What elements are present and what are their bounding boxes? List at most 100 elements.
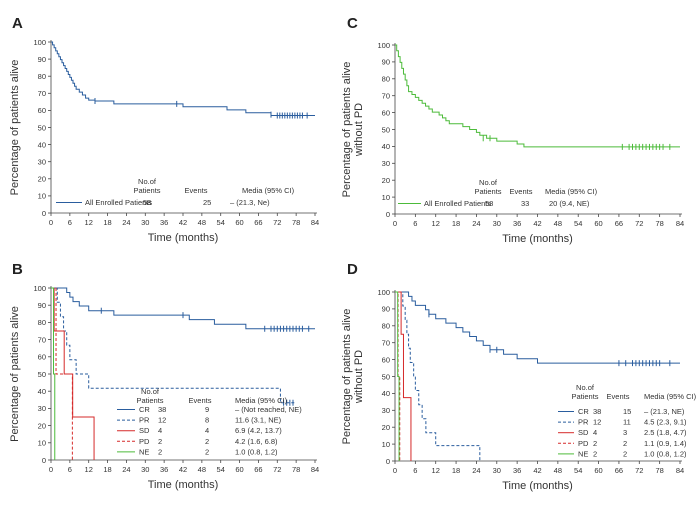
panel-a-x-tick-label: 0 [49,218,53,227]
panel-b-x-tick-label: 30 [141,465,149,474]
panel-a-x-tick-label: 78 [292,218,300,227]
panel-a-legend-name: All Enrolled Patients [85,198,152,207]
panel-d-y-tick-label: 70 [382,339,390,348]
panel-b-x-tick-label: 18 [103,465,111,474]
panel-b-y-tick-label: 20 [38,421,46,430]
panel-c-legend-header-patients: No.of Patients [474,178,501,196]
panel-b-legend-events: 2 [205,447,209,456]
panel-d-legend-events: 11 [623,418,631,427]
panel-d-label: D [347,261,358,278]
panel-d-x-tick-label: 54 [574,466,582,475]
panel-a-x-tick-label: 36 [160,218,168,227]
panel-b-legend-name: CR [139,405,150,414]
panel-a-x-tick-label: 72 [273,218,281,227]
panel-a-x-tick-label: 30 [141,218,149,227]
panel-d-legend-n: 2 [593,439,597,448]
panel-d-legend-n: 38 [593,407,601,416]
panel-c-x-tick-label: 42 [533,219,541,228]
panel-b-x-axis-title: Time (months) [148,479,219,491]
panel-b-x-tick-label: 12 [85,465,93,474]
panel-c-legend-header-median: Media (95% CI) [545,187,598,196]
panel-a-x-tick-label: 54 [217,218,225,227]
panel-d-x-tick-label: 72 [635,466,643,475]
panel-d-y-tick-label: 100 [377,288,390,297]
panel-b-legend-name: PR [139,416,150,425]
panel-d-legend-name: PD [578,439,589,448]
panel-b-legend-median: 4.2 (1.6, 6.8) [235,437,278,446]
panel-c-y-tick-label: 20 [382,176,390,185]
panel-d-x-tick-label: 36 [513,466,521,475]
panel-d-series-cr-line [395,291,680,364]
panel-d-legend-events: 3 [623,428,627,437]
panel-c-series-all-enrolled-patients-line [395,44,680,148]
panel-b-legend-events: 2 [205,437,209,446]
panel-b-y-tick-label: 10 [38,439,46,448]
panel-d-y-tick-label: 0 [386,457,390,466]
panel-a-x-tick-label: 24 [122,218,130,227]
panel-c-y-axis-title: Percentage of patients alivewithout PD [341,62,365,198]
panel-b-legend-n: 12 [158,416,166,425]
panel-b-x-tick-label: 84 [311,465,319,474]
panel-c-y-tick-label: 80 [382,75,390,84]
panel-d-legend-name: SD [578,428,589,437]
panel-c-legend-name: All Enrolled Patients [424,199,491,208]
panel-d-legend-n: 2 [593,449,597,458]
panel-a-legend-median: – (21.3, Ne) [230,198,270,207]
panel-a-x-tick-label: 18 [103,218,111,227]
panel-b-legend-events: 9 [205,405,209,414]
panel-d-x-tick-label: 42 [533,466,541,475]
panel-b-legend-header-events: Events [189,396,212,405]
panel-b-legend-events: 4 [205,426,209,435]
panel-a-y-tick-label: 40 [38,140,46,149]
panel-a-x-tick-label: 12 [85,218,93,227]
panel-c-y-tick-label: 90 [382,58,390,67]
panel-d-y-axis-title: Percentage of patients alivewithout PD [341,309,365,445]
panel-c-label: C [347,15,358,32]
panel-d-legend-header-events: Events [607,392,630,401]
panel-d-series-ne-line [395,291,400,461]
panel-d-x-tick-label: 60 [594,466,602,475]
panel-d-y-tick-label: 50 [382,372,390,381]
panel-b-legend-header-patients: No.of Patients [136,387,163,405]
panel-c-x-tick-label: 84 [676,219,684,228]
panel-b-y-tick-label: 100 [33,284,46,293]
panel-c-y-tick-label: 100 [377,41,390,50]
panel-d-legend-median: 4.5 (2.3, 9.1) [644,418,687,427]
panel-b-legend-name: PD [139,437,150,446]
panel-b-y-tick-label: 60 [38,353,46,362]
panel-a-y-tick-label: 20 [38,175,46,184]
panel-c-x-tick-label: 78 [655,219,663,228]
panel-a-y-tick-label: 70 [38,89,46,98]
panel-b-y-tick-label: 30 [38,404,46,413]
panel-c-y-tick-label: 0 [386,210,390,219]
panel-c-y-tick-label: 70 [382,92,390,101]
panel-a-legend-events: 25 [203,198,211,207]
panel-b-legend-header-median: Media (95% CI) [235,396,288,405]
panel-d-legend-n: 4 [593,428,597,437]
panel-b-x-tick-label: 66 [254,465,262,474]
panel-b-legend-median: 11.6 (3.1, NE) [235,416,282,425]
panel-a: A 0 10 20 30 40 50 60 70 80 90 100 0 6 12 18 24 30 36 42 48 5… [9,15,319,244]
panel-b-x-tick-label: 60 [235,465,243,474]
panel-d-y-tick-label: 80 [382,322,390,331]
panel-a-x-tick-label: 66 [254,218,262,227]
panel-d-series-sd-line [395,291,412,461]
panel-a-y-tick-label: 60 [38,106,46,115]
panel-d-y-tick-label: 20 [382,423,390,432]
panel-c-x-tick-label: 24 [472,219,480,228]
panel-d-legend-median: 1.1 (0.9, 1.4) [644,439,687,448]
panel-b-legend-n: 2 [158,437,162,446]
panel-b-legend-median: 6.9 (4.2, 13.7) [235,426,282,435]
panel-d-x-tick-label: 66 [615,466,623,475]
panel-b-legend-events: 8 [205,416,209,425]
panel-b-y-tick-label: 80 [38,318,46,327]
panel-c-y-tick-label: 50 [382,125,390,134]
panel-d-x-tick-label: 12 [432,466,440,475]
panel-d-y-tick-label: 10 [382,440,390,449]
panel-b-x-tick-label: 36 [160,465,168,474]
panel-c-x-tick-label: 48 [554,219,562,228]
panel-a-x-tick-label: 60 [235,218,243,227]
panel-d-x-tick-label: 0 [393,466,397,475]
